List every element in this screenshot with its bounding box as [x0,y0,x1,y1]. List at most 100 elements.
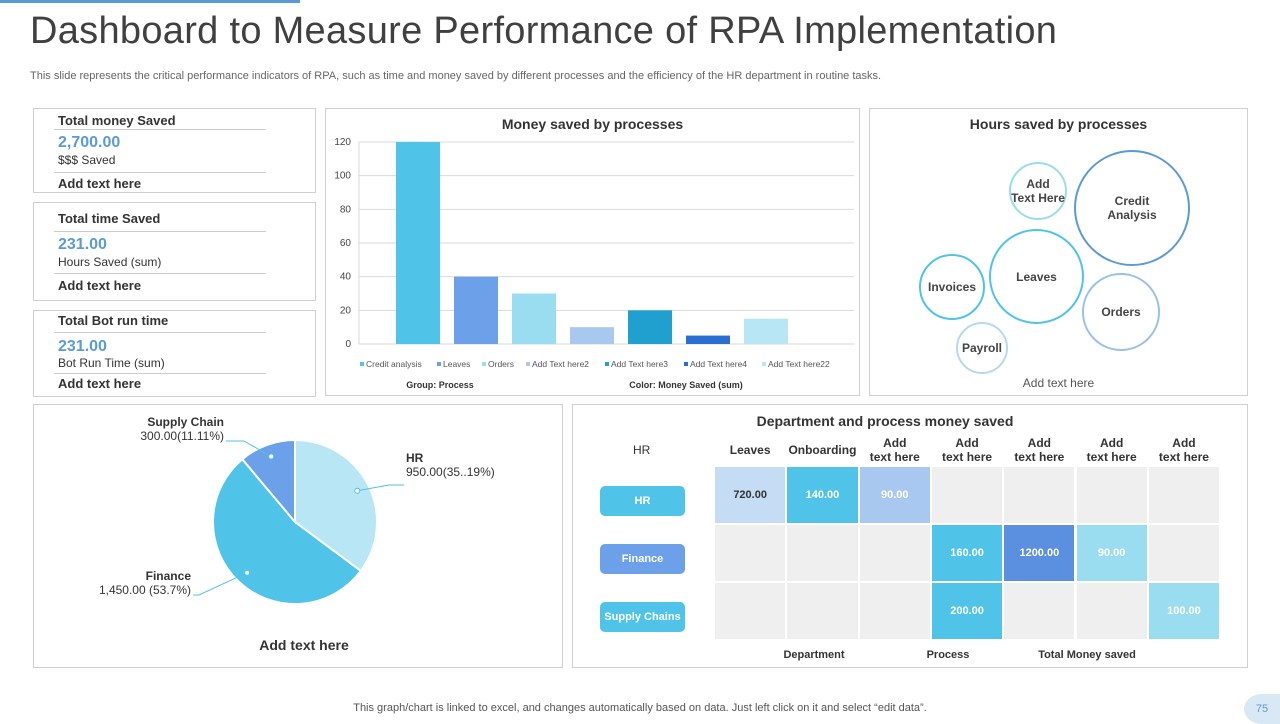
bubble-leaves[interactable]: Leaves [989,229,1084,324]
legend-label: Orders [488,359,514,369]
footer-note: This graph/chart is linked to excel, and… [353,702,927,714]
bar[interactable] [744,318,788,344]
kpi-card-bot: Total Bot run time 231.00 Bot Run Time (… [33,310,316,397]
kpi-label: Hours Saved (sum) [58,255,162,269]
matrix-column-header: Leaves [729,443,771,457]
legend-label: Add Text here3 [611,359,668,369]
matrix-cell[interactable] [1075,466,1148,524]
bubble-label: Add Text Here [1011,177,1065,205]
matrix-cell[interactable]: 100.00 [1147,582,1221,640]
matrix-cell[interactable] [858,582,931,640]
matrix-cell[interactable]: 720.00 [714,466,787,524]
matrix-cell[interactable] [1147,524,1221,582]
matrix-cell[interactable] [858,524,931,582]
y-tick-label: 60 [340,238,352,249]
matrix-cell[interactable]: 140.00 [786,466,859,524]
matrix-cell[interactable] [786,582,859,640]
bubble-add-text[interactable]: Add Text Here [1009,162,1067,220]
bar-chart-color-label: Color: Money Saved (sum) [629,380,743,390]
bar[interactable] [512,293,556,345]
matrix-cell[interactable] [930,466,1004,524]
kpi-label: Bot Run Time (sum) [58,356,165,370]
kpi-add-text: Add text here [58,376,142,391]
matrix-row-button[interactable]: Finance [600,544,685,574]
bubble-label: Credit Analysis [1107,194,1157,222]
pie-slice-name: HR [406,451,424,465]
matrix-title: Department and process money saved [756,413,1014,429]
bar-chart-group-label: Group: Process [406,380,474,390]
y-tick-label: 80 [340,204,352,215]
matrix-card: Department and process money saved HR Le… [572,404,1248,668]
bar[interactable] [686,335,730,344]
bubble-label: Orders [1101,305,1141,319]
bubble-label: Invoices [927,280,977,294]
matrix-column-header: Onboarding [788,443,857,457]
matrix-cell[interactable] [1075,582,1148,640]
legend-swatch [437,362,441,366]
legend-swatch [360,362,364,366]
kpi-label: $$$ Saved [58,153,116,167]
legend-swatch [684,362,688,366]
legend-label: Add Text here4 [690,359,747,369]
matrix-cell[interactable]: 90.00 [858,466,931,524]
divider [54,172,266,173]
matrix-cell[interactable]: 200.00 [930,582,1004,640]
pie-slice[interactable] [294,438,378,573]
divider [54,231,266,232]
divider [54,332,266,333]
bar[interactable] [628,310,672,344]
legend-label: Credit analysis [366,359,422,369]
matrix-cell[interactable] [714,582,787,640]
bubble-credit-analysis[interactable]: Credit Analysis [1074,150,1190,266]
matrix-column-header: Add text here [1014,436,1065,464]
pie-slice-value: 1,450.00 (53.7%) [99,583,191,597]
matrix-footer-label: Department [783,649,845,661]
y-tick-label: 20 [340,305,352,316]
pie-leader-dot [244,569,251,576]
legend-swatch [526,362,530,366]
pie-slice[interactable] [240,438,296,525]
bubble-orders[interactable]: Orders [1082,273,1160,351]
bubble-chart-card: Hours saved by processes Add Text Here Cr… [869,108,1248,396]
kpi-card-money: Total money Saved 2,700.00 $$$ Saved Add… [33,108,316,193]
kpi-card-time: Total time Saved 231.00 Hours Saved (sum… [33,202,316,301]
matrix-cell[interactable] [1003,582,1076,640]
legend-label: Leaves [443,359,470,369]
bubble-invoices[interactable]: Invoices [919,254,985,320]
pie-chart-card: HR 950.00(35..19%) Finance 1,450.00 (53.7%)… [33,404,563,668]
matrix-footer-label: Total Money saved [1038,649,1136,661]
matrix-cell[interactable] [1003,466,1076,524]
y-tick-label: 120 [334,137,351,148]
legend-swatch [762,362,766,366]
bar-chart-title: Money saved by processes [501,116,684,132]
kpi-title: Total money Saved [58,113,176,128]
kpi-add-text: Add text here [58,176,142,191]
bar[interactable] [570,327,614,344]
divider [54,129,266,130]
matrix-cell[interactable] [1147,466,1221,524]
matrix-cell[interactable] [714,524,787,582]
matrix-cell[interactable]: 160.00 [930,524,1004,582]
y-tick-label: 0 [345,339,351,350]
matrix-column-header: Add text here [942,436,993,464]
matrix-row-button[interactable]: Supply Chains [600,602,685,632]
page-number: 75 [1244,694,1280,724]
bubble-add-text-caption: Add text here [1022,376,1095,390]
bubble-payroll[interactable]: Payroll [956,322,1008,374]
bar-chart[interactable]: 0 20 40 60 80 100 120 Credit analysis Leaves Ord… [326,109,859,395]
matrix-footer-label: Process [926,649,970,661]
kpi-add-text: Add text here [58,278,142,293]
matrix-cell[interactable]: 1200.00 [1003,524,1076,582]
pie-slice[interactable] [212,457,363,605]
bar[interactable] [454,276,498,344]
bar[interactable] [396,142,440,344]
matrix-column-header: Add text here [1158,436,1209,464]
page-subtitle: This slide represents the critical perfo… [30,70,882,82]
divider [54,273,266,274]
kpi-value: 2,700.00 [58,134,121,151]
matrix-cell[interactable]: 90.00 [1075,524,1148,582]
matrix-row-button[interactable]: HR [600,486,685,516]
matrix-cell[interactable] [786,524,859,582]
divider [54,373,266,374]
